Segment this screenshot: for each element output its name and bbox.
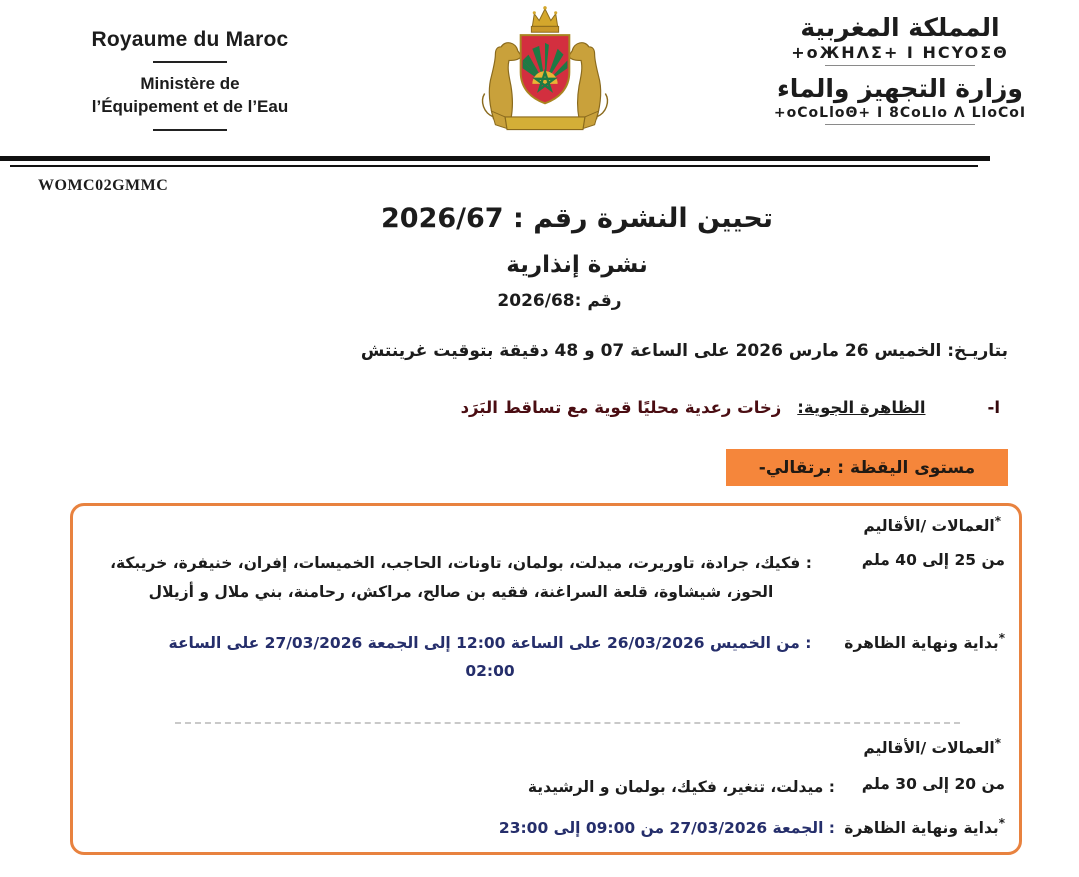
ministry-name-tifinagh: +oCoLloΘ+ I 8CoLlo Λ LloCoI <box>773 104 1027 121</box>
header-divider <box>153 61 227 63</box>
phenomenon-period-row: *بداية ونهاية الظاهرة : من الخميس 26/03/… <box>87 629 1005 686</box>
rainfall-range-label: من 20 إلى 30 ملم <box>861 775 1005 793</box>
kingdom-name-tifinagh: +oЖHΛΣ+ I HCYOΣΘ <box>791 43 1009 63</box>
header-divider <box>153 128 227 131</box>
bulletin-code: WOMC02GMMC <box>38 177 169 194</box>
rainfall-range-row: من 20 إلى 30 ملم : ميدلت، تنغير، فكيك، ب… <box>87 773 1005 802</box>
phenomenon-period-row: *بداية ونهاية الظاهرة : الجمعة 27/03/202… <box>87 814 1005 843</box>
ministere-line1: Ministère de <box>140 74 240 93</box>
tifinagh-divider <box>825 123 975 125</box>
header-rule-thick <box>0 156 990 161</box>
ministere-line2: l’Équipement et de l’Eau <box>91 96 289 116</box>
french-ministry-block: Royaume du Maroc Ministère de l’Équipeme… <box>35 28 345 131</box>
item-marker: ا- <box>987 398 1000 417</box>
provinces-section-label: *العمالات /الأقاليم <box>87 514 1005 535</box>
bulletin-update-title: تحيين النشرة رقم : 2026/67 <box>381 203 773 234</box>
period-label: *بداية ونهاية الظاهرة <box>835 814 1005 837</box>
period-label-text: بداية ونهاية الظاهرة <box>844 633 999 652</box>
period-label: *بداية ونهاية الظاهرة <box>835 629 1005 652</box>
bulletin-number: رقم :2026/68 <box>497 291 622 311</box>
provinces-list: : ميدلت، تنغير، فكيك، بولمان و الرشيدية <box>527 778 835 796</box>
bulletin-type-title: نشرة إنذارية <box>506 252 648 278</box>
royaume-title: Royaume du Maroc <box>91 28 289 51</box>
header-rule-thin <box>10 165 978 167</box>
phenomenon-label: الظاهرة الجوية: <box>797 398 926 417</box>
asterisk-marker: * <box>994 514 1001 528</box>
bulletin-datetime: بتاريـخ: الخميس 26 مارس 2026 على الساعة … <box>360 341 1008 361</box>
arabic-ministry-block: المملكة المغربية +oЖHΛΣ+ I HCYOΣΘ وزارة … <box>747 12 1053 132</box>
period-value: : الجمعة 27/03/2026 من 09:00 إلى 23:00 <box>498 818 835 837</box>
kingdom-name-arabic: المملكة المغربية <box>800 13 1000 42</box>
provinces-list: : فكيك، جرادة، تاوريرت، ميدلت، بولمان، ت… <box>110 554 812 601</box>
section-divider <box>175 721 960 724</box>
provinces-section-text: العمالات /الأقاليم <box>863 739 995 757</box>
tifinagh-divider <box>825 65 975 67</box>
asterisk-marker: * <box>998 630 1005 645</box>
vigilance-level-text: مستوى اليقظة : برتقالي <box>765 457 976 478</box>
vigilance-level-banner: - مستوى اليقظة : برتقالي <box>726 449 1008 486</box>
period-value: : من الخميس 26/03/2026 على الساعة 12:00 … <box>168 633 812 681</box>
provinces-section-text: العمالات /الأقاليم <box>863 517 995 536</box>
ministry-name-arabic: وزارة التجهيز والماء <box>777 74 1023 104</box>
asterisk-marker: * <box>998 815 1005 830</box>
vigilance-dash: - <box>758 457 766 478</box>
phenomenon-value: زخات رعدية محليًا قوية مع تساقط البَرَد <box>460 398 782 417</box>
rainfall-range-row: من 25 إلى 40 ملم : فكيك، جرادة، تاوريرت،… <box>87 549 1005 606</box>
provinces-section-label: *العمالات /الأقاليم <box>87 736 1005 757</box>
rainfall-range-label: من 25 إلى 40 ملم <box>861 551 1005 570</box>
morocco-coat-of-arms-icon <box>472 4 618 150</box>
alert-details-box: *العمالات /الأقاليم من 25 إلى 40 ملم : ف… <box>70 503 1022 855</box>
phenomenon-row: ا- الظاهرة الجوية: زخات رعدية محليًا قوي… <box>0 398 1000 417</box>
period-label-text: بداية ونهاية الظاهرة <box>844 818 999 837</box>
asterisk-marker: * <box>994 735 1001 750</box>
